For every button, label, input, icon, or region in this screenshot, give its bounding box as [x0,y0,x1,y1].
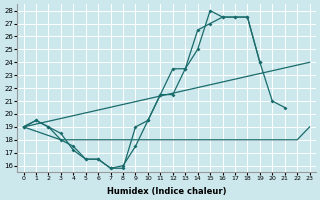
X-axis label: Humidex (Indice chaleur): Humidex (Indice chaleur) [107,187,226,196]
